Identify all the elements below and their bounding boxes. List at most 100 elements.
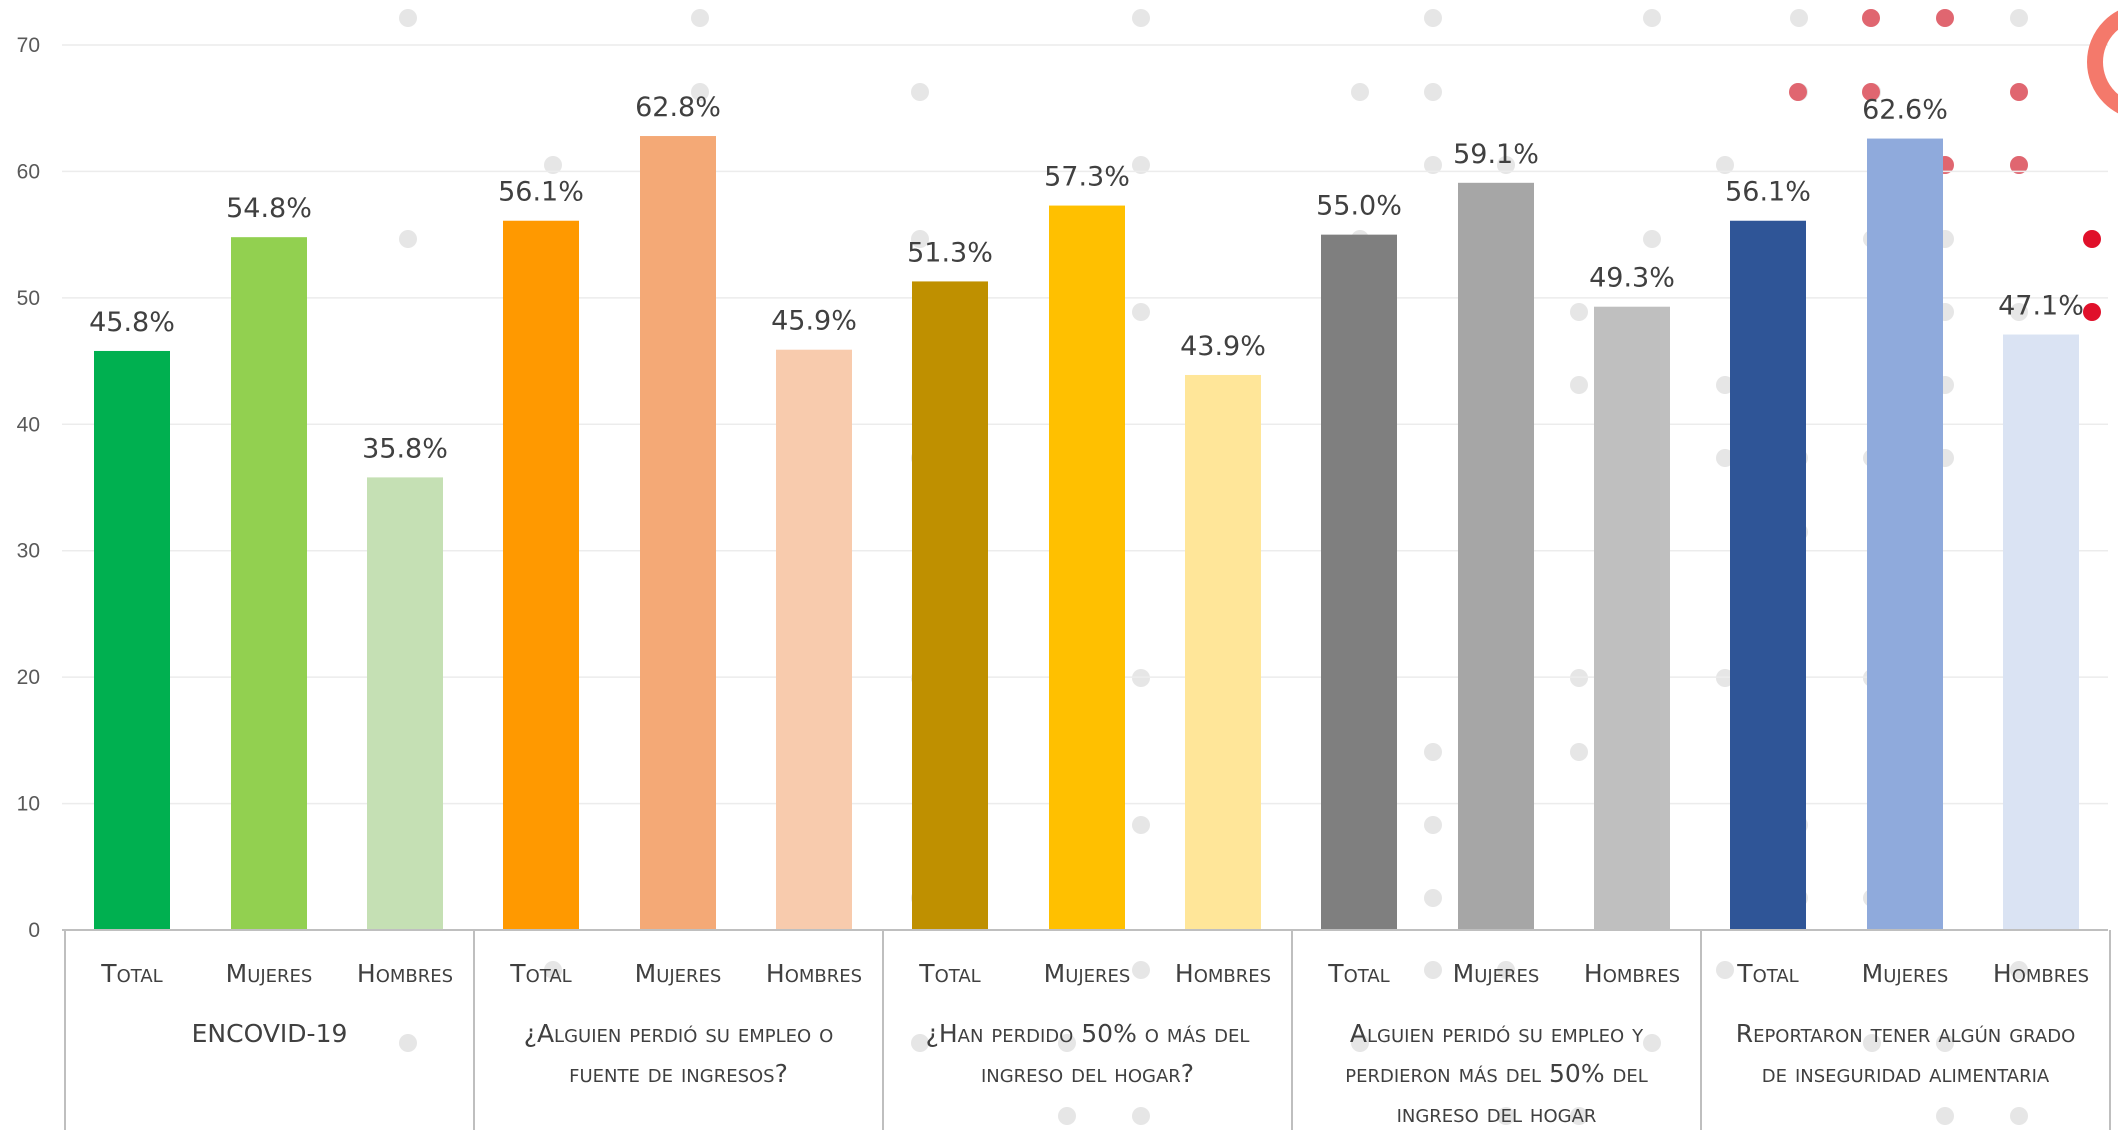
x-category-label: Mujeres (1453, 959, 1540, 988)
background-dot (1716, 449, 1734, 467)
y-tick-label: 10 (17, 793, 40, 816)
bar-hombres (1594, 306, 1670, 930)
background-dot (1863, 1034, 1881, 1052)
background-dot (1716, 156, 1734, 174)
data-label: 51.3% (907, 237, 993, 268)
background-dot (1424, 83, 1442, 101)
background-dot (1790, 9, 1808, 27)
background-dot (399, 230, 417, 248)
data-label: 54.8% (226, 193, 312, 224)
x-group-label: ¿Han perdido 50% o más del (926, 1019, 1250, 1048)
background-dot (1424, 961, 1442, 979)
background-dot (399, 9, 417, 27)
x-category-label: Total (100, 959, 162, 988)
background-dot (1132, 669, 1150, 687)
x-category-label: Hombres (1993, 959, 2089, 988)
bar-mujeres (640, 136, 716, 930)
bar-mujeres (1867, 138, 1943, 931)
background-dot (1132, 1107, 1150, 1125)
x-group-label: perdieron más del 50% del (1345, 1059, 1648, 1088)
background-dot (1716, 376, 1734, 394)
data-label: 43.9% (1180, 331, 1266, 362)
data-labels: 45.8% 54.8% 35.8% 56.1% 62.8% 45.9% 51.3% 57.3%… (89, 92, 2084, 464)
background-dot (1424, 743, 1442, 761)
data-label: 49.3% (1589, 263, 1675, 294)
background-dot (1132, 156, 1150, 174)
bar-mujeres (1458, 182, 1534, 931)
bar-total (1321, 234, 1397, 931)
background-dot (1716, 961, 1734, 979)
background-dot (1936, 1034, 1954, 1052)
background-dot (2010, 9, 2028, 27)
data-label: 47.1% (1998, 291, 2084, 322)
bar-hombres (2003, 334, 2079, 930)
background-dot-accent (1862, 83, 1880, 101)
background-dot (1716, 669, 1734, 687)
background-dot (911, 83, 929, 101)
data-label: 45.8% (89, 307, 175, 338)
data-label: 55.0% (1316, 191, 1402, 222)
background-dot (1132, 961, 1150, 979)
background-dot (1936, 1107, 1954, 1125)
background-dot (2010, 961, 2028, 979)
background-dot (1424, 816, 1442, 834)
x-group-label: ingreso del hogar? (981, 1059, 1194, 1088)
background-dot (1058, 1034, 1076, 1052)
background-dot (1058, 1107, 1076, 1125)
background-dot (911, 1034, 929, 1052)
background-dot (1570, 1107, 1588, 1125)
background-dot (1643, 9, 1661, 27)
background-dot-accent (2083, 230, 2101, 248)
background-dot (1424, 9, 1442, 27)
data-label: 56.1% (1725, 177, 1811, 208)
background-dot (1351, 83, 1369, 101)
bar-total (1730, 220, 1806, 930)
background-dot-accent (1789, 83, 1807, 101)
background-dot (1643, 230, 1661, 248)
bar-mujeres (231, 237, 307, 930)
background-dot (544, 156, 562, 174)
data-label: 56.1% (498, 177, 584, 208)
background-dot (1424, 889, 1442, 907)
background-dot (1132, 9, 1150, 27)
background-dot (1570, 669, 1588, 687)
data-label: 35.8% (362, 433, 448, 464)
background-dot (1570, 376, 1588, 394)
x-category-label: Hombres (357, 959, 453, 988)
x-group-label: Alguien peridó su empleo y (1350, 1019, 1644, 1048)
x-category-label: Mujeres (1044, 959, 1131, 988)
background-dot-accent (2083, 303, 2101, 321)
x-category-label: Hombres (1584, 959, 1680, 988)
x-group-label: ¿Alguien perdió su empleo o (524, 1019, 834, 1048)
background-dot (1424, 156, 1442, 174)
background-dot (1643, 1034, 1661, 1052)
background-dot (1132, 816, 1150, 834)
x-category-label: Mujeres (1862, 959, 1949, 988)
y-tick-label: 40 (17, 413, 40, 436)
bar-total (94, 350, 170, 930)
background-dot (911, 230, 929, 248)
background-dot (1132, 303, 1150, 321)
background-dot (691, 83, 709, 101)
x-category-label: Total (509, 959, 571, 988)
x-category-label: Hombres (766, 959, 862, 988)
bar-mujeres (1049, 205, 1125, 931)
x-group-label: Reportaron tener algún grado (1736, 1019, 2076, 1048)
x-category-label: Total (1736, 959, 1798, 988)
decorative-ring (2087, 10, 2118, 114)
background-dot (1497, 156, 1515, 174)
background-dot (1497, 1107, 1515, 1125)
background-dot-accent (1936, 9, 1954, 27)
background-dot-accent (2010, 83, 2028, 101)
y-tick-label: 20 (17, 666, 40, 689)
x-category-label: Mujeres (226, 959, 313, 988)
bar-hombres (367, 477, 443, 930)
x-axis: Total Mujeres Hombres ENCOVID-19 Total Mujere… (62, 929, 2111, 1130)
y-tick-label: 50 (17, 287, 40, 310)
background-dot (691, 9, 709, 27)
background-dot (2010, 1107, 2028, 1125)
background-dot (2010, 303, 2028, 321)
background-dot (1570, 743, 1588, 761)
